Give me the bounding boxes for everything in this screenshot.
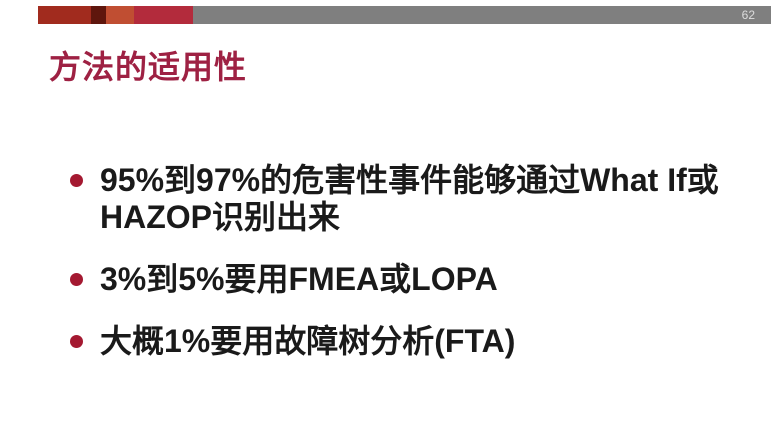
bullet-text: 3%到5%要用FMEA或LOPA	[100, 261, 498, 298]
bullet-dot	[70, 273, 83, 286]
bullet-item: 大概1%要用故障树分析(FTA)	[70, 323, 740, 360]
bullet-text-line: HAZOP识别出来	[100, 199, 341, 235]
page-number: 62	[741, 8, 755, 22]
bullet-item: 95%到97%的危害性事件能够通过What If或 HAZOP识别出来	[70, 162, 740, 236]
top-bar-decoration: 62	[38, 6, 771, 24]
top-bar-segment-4	[134, 6, 193, 24]
bullet-dot	[70, 335, 83, 348]
bullet-text-line: 大概1%要用故障树分析(FTA)	[100, 323, 516, 359]
top-bar-segment-3	[106, 6, 134, 24]
top-bar-segment-1	[38, 6, 91, 24]
bullet-dot	[70, 174, 83, 187]
bullet-list: 95%到97%的危害性事件能够通过What If或 HAZOP识别出来 3%到5…	[70, 162, 740, 385]
slide-title: 方法的适用性	[49, 49, 248, 85]
bullet-text: 大概1%要用故障树分析(FTA)	[100, 323, 515, 360]
top-bar-gray: 62	[193, 6, 771, 24]
bullet-text-line: 95%到97%的危害性事件能够通过What If或	[100, 162, 719, 198]
bullet-text: 95%到97%的危害性事件能够通过What If或 HAZOP识别出来	[100, 162, 719, 236]
bullet-item: 3%到5%要用FMEA或LOPA	[70, 261, 740, 298]
top-bar-segment-2	[91, 6, 106, 24]
bullet-text-line: 3%到5%要用FMEA或LOPA	[100, 261, 498, 297]
